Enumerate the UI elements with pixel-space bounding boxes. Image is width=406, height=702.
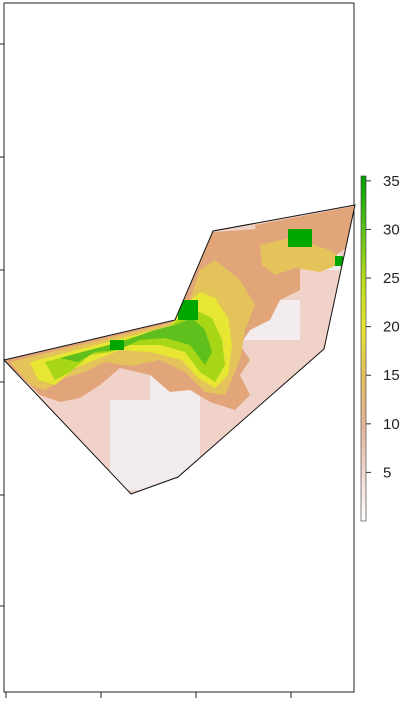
legend-tick-label: 15: [383, 367, 400, 384]
legend: 5 10 15 20 25 30 35: [361, 173, 400, 521]
legend-tick-label: 10: [383, 416, 400, 433]
y-axis-ticks: [0, 44, 4, 606]
legend-tick-label: 30: [383, 221, 400, 238]
legend-tick-label: 5: [383, 464, 391, 481]
raster-region: [0, 190, 360, 510]
x-axis-ticks: [6, 692, 291, 698]
legend-ticks: 5 10 15 20 25 30 35: [366, 173, 400, 482]
legend-tick-label: 35: [383, 173, 400, 190]
legend-tick-label: 20: [383, 319, 400, 336]
legend-tick-label: 25: [383, 270, 400, 287]
legend-colorbar: [361, 176, 366, 521]
